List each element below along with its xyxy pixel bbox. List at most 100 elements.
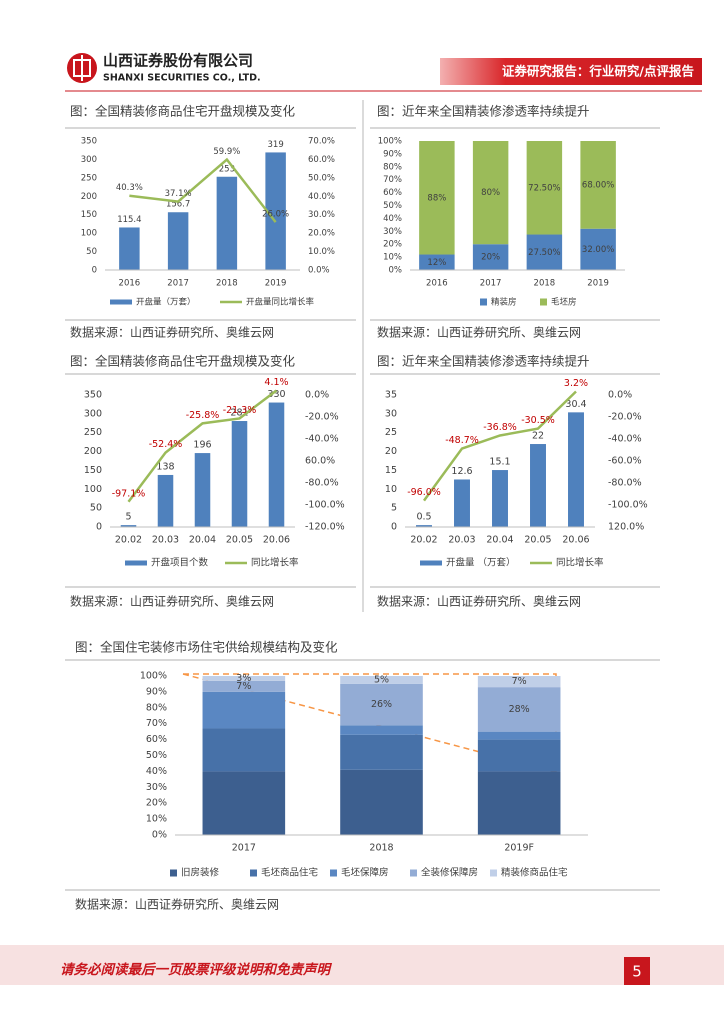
y-tick-label: 60% [146, 734, 167, 745]
bar-label: 22 [532, 431, 544, 442]
segment-label: 7% [512, 676, 527, 687]
legend-label: 全装修保障房 [421, 867, 478, 879]
bar [194, 453, 211, 527]
x-tick-label: 20.03 [152, 535, 179, 546]
bar [216, 176, 238, 270]
figure-source: 数据来源：山西证券研究所、奥维云网 [377, 325, 581, 340]
y2-tick-label: -80.0% [608, 478, 642, 489]
layout-rules [65, 100, 660, 891]
bar-label: 0.5 [416, 512, 431, 523]
bar-segment [477, 731, 561, 740]
legend-swatch [330, 869, 337, 877]
line-label: 40.3% [116, 183, 143, 193]
bar-label: 330 [267, 389, 285, 400]
y2-tick-label: 60.0% [308, 155, 335, 165]
line-label: 59.9% [213, 147, 240, 157]
figure-source: 数据来源：山西证券研究所、奥维云网 [377, 594, 581, 609]
line-label: 26.0% [262, 210, 289, 220]
segment-label: 32.00% [582, 245, 614, 255]
y-tick-label: 350 [81, 137, 97, 147]
legend-swatch [410, 869, 417, 877]
bar [568, 412, 584, 527]
bar-segment [202, 680, 286, 692]
legend-label: 精装修商品住宅 [501, 867, 568, 879]
bar-segment [477, 739, 561, 772]
bar-segment [202, 676, 286, 681]
figure-title: 图：近年来全国精装修渗透率持续提升 [377, 354, 590, 369]
line-label: 3.2% [564, 378, 588, 389]
y-tick-label: 40% [383, 214, 402, 224]
y-tick-label: 50% [383, 201, 402, 211]
bar-label: 138 [156, 461, 174, 472]
y2-tick-label: 30.0% [308, 210, 335, 220]
line [422, 390, 577, 502]
legend-swatch [170, 869, 177, 877]
disclaimer: 请务必阅读最后一页股票评级说明和免责声明 [60, 962, 332, 978]
segment-label: 5% [374, 674, 389, 685]
line [127, 389, 278, 503]
y-tick-label: 70% [146, 718, 167, 729]
x-tick-label: 2018 [216, 279, 238, 289]
bar-label: 281 [230, 408, 248, 419]
y-tick-label: 50 [90, 503, 102, 514]
y-tick-label: 0 [92, 266, 97, 276]
bar [157, 474, 174, 527]
figure-title: 图：全国精装修商品住宅开盘规模及变化 [70, 354, 296, 369]
bar [120, 525, 137, 527]
bar-segment [202, 691, 286, 729]
y2-tick-label: -80.0% [305, 478, 339, 489]
y-tick-label: 30% [383, 227, 402, 237]
y-tick-label: 200 [81, 192, 97, 202]
y-tick-label: 20% [146, 798, 167, 809]
x-tick-label: 2016 [426, 279, 448, 289]
y2-tick-label: -100.0% [305, 500, 345, 511]
x-tick-label: 20.02 [115, 535, 142, 546]
y2-tick-label: 20.0% [308, 229, 335, 239]
bar-segment [340, 734, 423, 770]
y-tick-label: 200 [84, 446, 102, 457]
bar-label: 115.4 [117, 215, 141, 225]
bar [530, 444, 546, 527]
legend-label: 开盘项目个数 [151, 557, 209, 569]
line-label: -36.8% [483, 422, 517, 433]
y-tick-label: 250 [81, 173, 97, 183]
y2-tick-label: -60.0% [608, 456, 642, 467]
y2-tick-label: -40.0% [305, 434, 339, 445]
y-tick-label: 0 [391, 522, 397, 533]
footer-band [0, 945, 724, 985]
y-tick-label: 350 [84, 390, 102, 401]
report-banner [440, 58, 702, 85]
y-tick-label: 50% [146, 750, 167, 761]
bar [265, 152, 286, 270]
figure-title: 图：近年来全国精装修渗透率持续提升 [377, 104, 590, 119]
y2-tick-label: -20.0% [305, 412, 339, 423]
line-label: -97.1% [112, 488, 146, 499]
legend-swatch [490, 869, 497, 877]
figure-title: 图：全国精装修商品住宅开盘规模及变化 [70, 104, 296, 119]
figure-source: 数据来源：山西证券研究所、奥维云网 [70, 325, 274, 340]
y2-tick-label: 0.0% [308, 266, 330, 276]
y2-tick-label: -20.0% [608, 412, 642, 423]
y-tick-label: 5 [391, 503, 397, 514]
segment-label: 27.50% [528, 248, 560, 258]
y2-tick-label: 70.0% [308, 137, 335, 147]
y-tick-label: 0 [96, 522, 102, 533]
bar [492, 470, 508, 527]
y-tick-label: 20 [385, 446, 397, 457]
y2-tick-label: -100.0% [608, 500, 648, 511]
y-tick-label: 0% [152, 830, 167, 841]
line-label: -30.5% [521, 415, 555, 426]
x-tick-label: 2018 [534, 279, 556, 289]
legend-swatch [480, 298, 487, 306]
segment-label: 88% [427, 193, 446, 203]
bar-segment [340, 683, 423, 726]
page-number: 5 [632, 963, 642, 981]
bar [119, 227, 140, 270]
legend-label: 开盘量 （万套） [446, 557, 516, 569]
y2-tick-label: 0.0% [305, 390, 329, 401]
x-tick-label: 2018 [369, 843, 393, 854]
x-tick-label: 20.06 [263, 535, 290, 546]
x-tick-label: 2016 [119, 279, 141, 289]
y2-tick-label: 40.0% [308, 192, 335, 202]
bar-label: 319 [268, 140, 284, 150]
